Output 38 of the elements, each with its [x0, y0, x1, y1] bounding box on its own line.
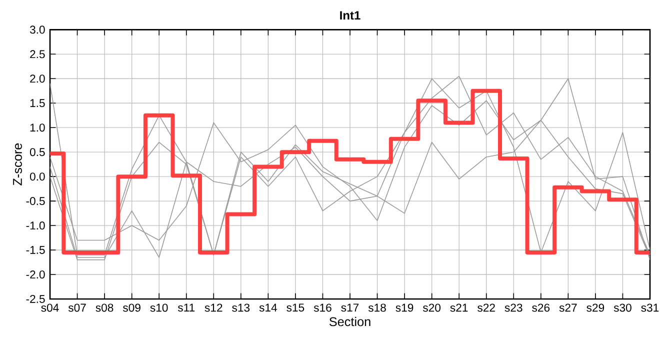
x-tick-label: s15 — [286, 304, 304, 312]
x-tick-label: s20 — [422, 304, 441, 312]
y-tick-label: 3.0 — [30, 26, 45, 34]
x-tick-label: s10 — [150, 304, 168, 312]
y-tick-label: -2.5 — [26, 294, 45, 303]
x-tick-label: s21 — [450, 304, 468, 312]
x-tick-label: s30 — [614, 304, 632, 312]
x-tick-label: s12 — [204, 304, 222, 312]
x-tick-label: s31 — [641, 304, 659, 312]
y-tick-label: 0.5 — [30, 148, 45, 156]
x-axis-title: Section — [329, 316, 370, 326]
y-tick-label: 2.0 — [30, 74, 45, 83]
y-tick-label: -1.5 — [26, 246, 45, 254]
x-tick-label: s29 — [586, 304, 604, 312]
y-tick-label: 0.0 — [30, 172, 45, 181]
x-tick-label: s26 — [532, 304, 550, 312]
x-tick-label: s16 — [314, 304, 332, 312]
x-tick-label: s11 — [178, 304, 195, 312]
x-tick-label: s18 — [368, 304, 386, 312]
y-tick-label: 1.5 — [30, 99, 45, 108]
y-tick-label: 2.5 — [30, 50, 45, 58]
y-tick-label: -1.0 — [26, 222, 45, 230]
x-tick-label: s22 — [478, 304, 495, 312]
x-tick-label: s09 — [123, 304, 140, 312]
x-tick-label: s13 — [232, 304, 250, 312]
y-tick-label: -0.5 — [26, 197, 45, 206]
y-tick-label: -2.0 — [26, 270, 45, 279]
x-tick-label: s08 — [96, 304, 114, 312]
x-tick-label: s17 — [341, 304, 359, 312]
x-tick-label: s14 — [259, 304, 277, 312]
chart-title: Int1 — [340, 11, 360, 20]
x-tick-label: s27 — [559, 304, 577, 312]
x-tick-label: s23 — [504, 304, 522, 312]
x-tick-label: s19 — [396, 304, 414, 312]
x-tick-label: s04 — [41, 304, 59, 312]
y-axis-title: Z-score — [13, 143, 22, 186]
x-tick-label: s07 — [68, 304, 86, 312]
y-tick-label: 1.0 — [30, 124, 45, 132]
